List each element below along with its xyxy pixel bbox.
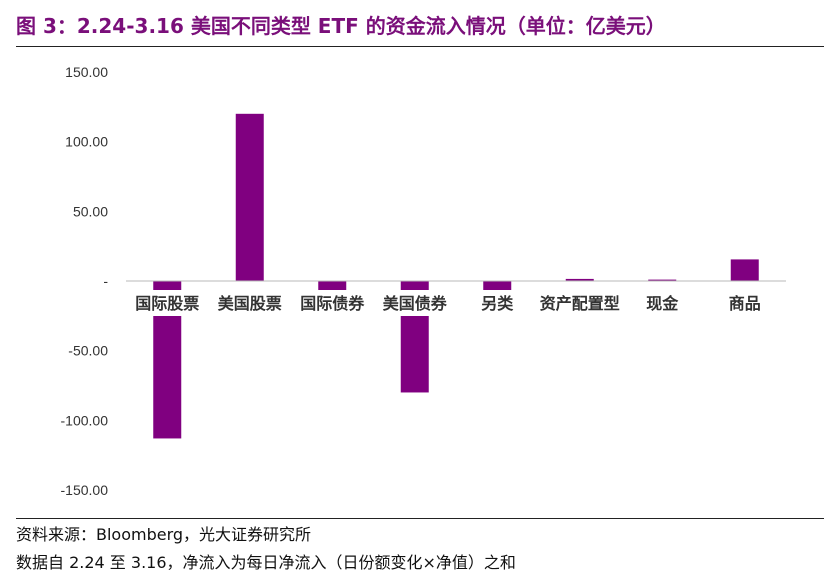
category-label: 另类	[481, 294, 514, 313]
y-tick-label: -100.00	[61, 412, 109, 428]
bars	[153, 113, 759, 439]
bar-chart: 150.00 100.00 50.00 - -50.00 -100.00 -150.00 国…	[61, 64, 786, 498]
category-label-background	[379, 290, 450, 316]
bar	[318, 281, 347, 291]
chart-title: 图 3：2.24-3.16 美国不同类型 ETF 的资金流入情况（单位：亿美元）	[16, 14, 666, 38]
y-tick-label: 150.00	[65, 64, 108, 80]
y-tick-label: 50.00	[73, 203, 108, 219]
title-divider	[16, 46, 824, 47]
bar	[565, 278, 594, 281]
category-label: 国际债券	[300, 294, 365, 313]
category-label-background	[297, 290, 368, 316]
category-labels: 国际股票 美国股票 国际债券 美国债券 另类 资产配置型 现金 商品	[132, 290, 764, 316]
bar	[730, 259, 759, 281]
category-label-background	[132, 290, 203, 316]
y-tick-label: -	[103, 273, 108, 289]
category-label: 美国股票	[218, 294, 282, 313]
category-label-background	[478, 290, 517, 316]
category-label: 美国债券	[383, 294, 448, 313]
bar	[235, 113, 264, 281]
category-label: 商品	[729, 294, 761, 313]
y-tick-label: 100.00	[65, 134, 108, 150]
source-note: 资料来源：Bloomberg，光大证券研究所	[16, 525, 312, 544]
data-note: 数据自 2.24 至 3.16，净流入为每日净流入（日份额变化×净值）之和	[16, 553, 516, 572]
category-label: 资产配置型	[540, 294, 620, 313]
y-axis-ticks: 150.00 100.00 50.00 - -50.00 -100.00 -150.00	[61, 64, 109, 498]
category-label: 国际股票	[135, 294, 199, 313]
category-label-background	[725, 290, 764, 316]
bar	[648, 279, 677, 281]
y-tick-label: -150.00	[61, 482, 109, 498]
footer-divider	[16, 518, 824, 519]
bar	[483, 281, 512, 291]
category-label-background	[643, 290, 682, 316]
category-label: 现金	[646, 294, 679, 313]
category-label-background	[536, 290, 623, 316]
category-label-background	[214, 290, 285, 316]
y-tick-label: -50.00	[68, 343, 108, 359]
